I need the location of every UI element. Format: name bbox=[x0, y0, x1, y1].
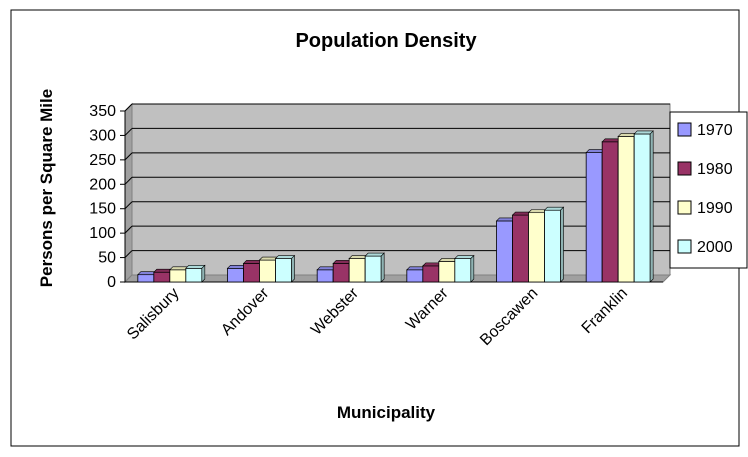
y-tick-label: 350 bbox=[89, 103, 116, 120]
bar-franklin-1970 bbox=[585, 152, 603, 283]
gridline-side bbox=[124, 201, 133, 210]
y-tick-label: 250 bbox=[89, 152, 116, 169]
legend-swatch-1970 bbox=[677, 122, 692, 137]
bar-andover-2000 bbox=[275, 258, 292, 283]
bar-warner-1970 bbox=[406, 269, 424, 283]
gridline-side bbox=[124, 128, 133, 136]
legend-swatch-1980 bbox=[677, 161, 692, 176]
bar-warner-2000 bbox=[454, 258, 472, 283]
bar-webster-1980 bbox=[332, 263, 350, 283]
gridline-side bbox=[124, 176, 133, 185]
bar-side-salisbury-2000 bbox=[201, 264, 206, 283]
gridline-side bbox=[124, 225, 133, 234]
legend-label-1980: 1980 bbox=[697, 161, 733, 178]
legend: 1970 1980 1990 2000 bbox=[669, 111, 748, 269]
legend-swatch-1990 bbox=[677, 200, 692, 215]
gridline-side bbox=[124, 250, 133, 258]
bar-side-andover-2000 bbox=[291, 254, 295, 283]
y-tick-label: 300 bbox=[89, 127, 116, 144]
bar-salisbury-1970 bbox=[137, 274, 155, 283]
y-tick-label: 200 bbox=[89, 176, 116, 193]
bar-side-webster-2000 bbox=[380, 252, 385, 283]
legend-label-2000: 2000 bbox=[697, 239, 733, 256]
gridline-side bbox=[124, 152, 133, 161]
legend-label-1970: 1970 bbox=[697, 122, 733, 139]
bar-webster-2000 bbox=[364, 255, 382, 283]
y-tick-label: 0 bbox=[107, 274, 116, 291]
bar-warner-1990 bbox=[438, 261, 456, 283]
y-tick-label: 100 bbox=[89, 225, 116, 242]
y-tick-label: 50 bbox=[98, 250, 116, 267]
bar-warner-1980 bbox=[422, 265, 440, 283]
bar-salisbury-1980 bbox=[153, 271, 171, 283]
bar-andover-1990 bbox=[259, 259, 276, 283]
bar-boscawen-1990 bbox=[528, 212, 545, 283]
bar-side-franklin-2000 bbox=[649, 130, 654, 283]
bar-salisbury-2000 bbox=[185, 267, 203, 283]
chart-title: Population Density bbox=[295, 30, 477, 52]
bar-side-boscawen-2000 bbox=[560, 206, 564, 283]
bar-andover-1980 bbox=[243, 263, 260, 283]
bar-franklin-2000 bbox=[633, 133, 651, 283]
bar-franklin-1990 bbox=[617, 136, 635, 283]
bar-andover-1970 bbox=[227, 267, 244, 283]
bar-salisbury-1990 bbox=[169, 269, 187, 283]
bar-boscawen-1970 bbox=[496, 220, 513, 283]
bar-webster-1990 bbox=[348, 258, 366, 283]
bar-boscawen-1980 bbox=[512, 214, 529, 283]
plot-side-wall bbox=[124, 102, 133, 284]
legend-swatch-2000 bbox=[677, 239, 692, 254]
plot-back-wall bbox=[131, 103, 671, 276]
y-axis-title: Persons per Square Mile bbox=[37, 89, 56, 287]
bar-boscawen-2000 bbox=[544, 209, 561, 283]
bar-franklin-1980 bbox=[601, 141, 619, 283]
bar-side-warner-2000 bbox=[470, 254, 475, 283]
legend-label-1990: 1990 bbox=[697, 200, 733, 217]
gridline-side bbox=[124, 103, 133, 112]
bar-webster-1970 bbox=[316, 269, 334, 283]
x-axis-title: Municipality bbox=[337, 403, 436, 422]
y-tick-label: 150 bbox=[89, 201, 116, 218]
